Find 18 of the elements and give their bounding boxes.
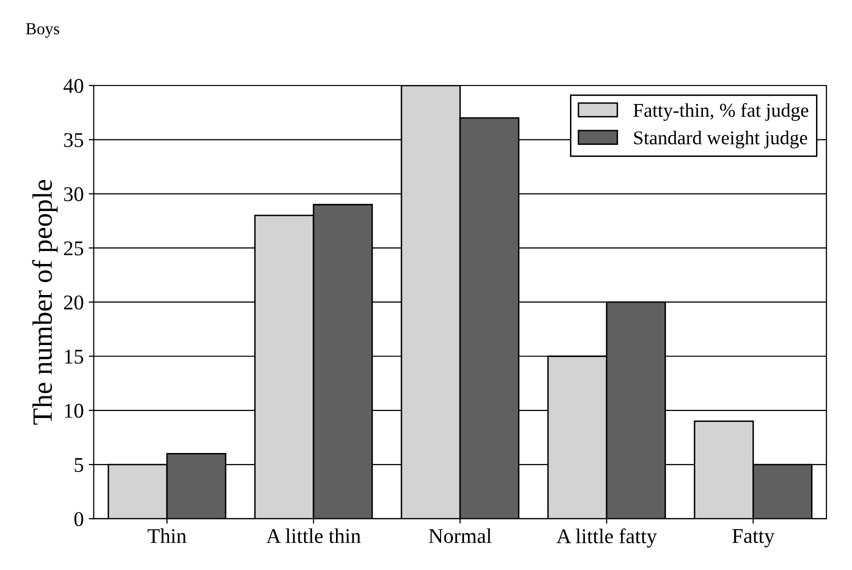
x-tick-label: A little fatty bbox=[556, 528, 657, 548]
y-tick-label: 15 bbox=[64, 350, 84, 364]
y-tick-label: 20 bbox=[64, 295, 84, 310]
x-tick-label: A little thin bbox=[266, 528, 361, 544]
legend-label: Standard weight judge bbox=[634, 130, 808, 148]
y-tick-label: 30 bbox=[64, 187, 84, 202]
y-tick-label: 35 bbox=[64, 133, 84, 148]
y-axis-title: The number of people bbox=[32, 180, 58, 425]
y-tick-label: 10 bbox=[64, 404, 84, 418]
y-tick-label: 0 bbox=[74, 512, 84, 526]
y-tick-label: 5 bbox=[74, 458, 84, 472]
y-tick-label: 25 bbox=[64, 241, 84, 256]
legend-label: Fatty-thin, % fat judge bbox=[633, 103, 808, 121]
x-tick-label: Fatty bbox=[732, 529, 774, 548]
chart-title: Boys bbox=[26, 23, 60, 38]
x-tick-label: Thin bbox=[148, 528, 186, 543]
y-tick-label: 40 bbox=[64, 78, 84, 93]
x-tick-label: Normal bbox=[428, 528, 492, 544]
